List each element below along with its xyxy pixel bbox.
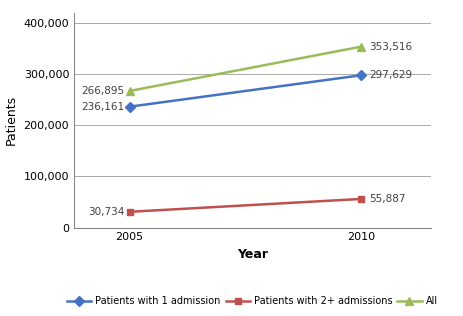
Text: 30,734: 30,734 [88, 207, 124, 217]
Text: 55,887: 55,887 [369, 194, 406, 204]
Line: All: All [125, 42, 365, 95]
Text: 297,629: 297,629 [369, 70, 413, 80]
Patients with 2+ admissions [358, 197, 364, 201]
Patients with 2+ admissions [127, 210, 132, 214]
Line: Patients with 2+ admissions: Patients with 2+ admissions [126, 196, 364, 215]
Y-axis label: Patients: Patients [5, 95, 18, 145]
Patients with 1 admission [358, 73, 364, 77]
Text: 266,895: 266,895 [81, 86, 124, 96]
All [358, 45, 364, 49]
Text: 236,161: 236,161 [81, 102, 124, 112]
Line: Patients with 1 admission: Patients with 1 admission [126, 72, 364, 110]
All [127, 89, 132, 93]
Legend: Patients with 1 admission, Patients with 2+ admissions, All: Patients with 1 admission, Patients with… [63, 293, 441, 310]
Text: 353,516: 353,516 [369, 42, 413, 52]
X-axis label: Year: Year [237, 248, 268, 261]
Patients with 1 admission [127, 105, 132, 109]
